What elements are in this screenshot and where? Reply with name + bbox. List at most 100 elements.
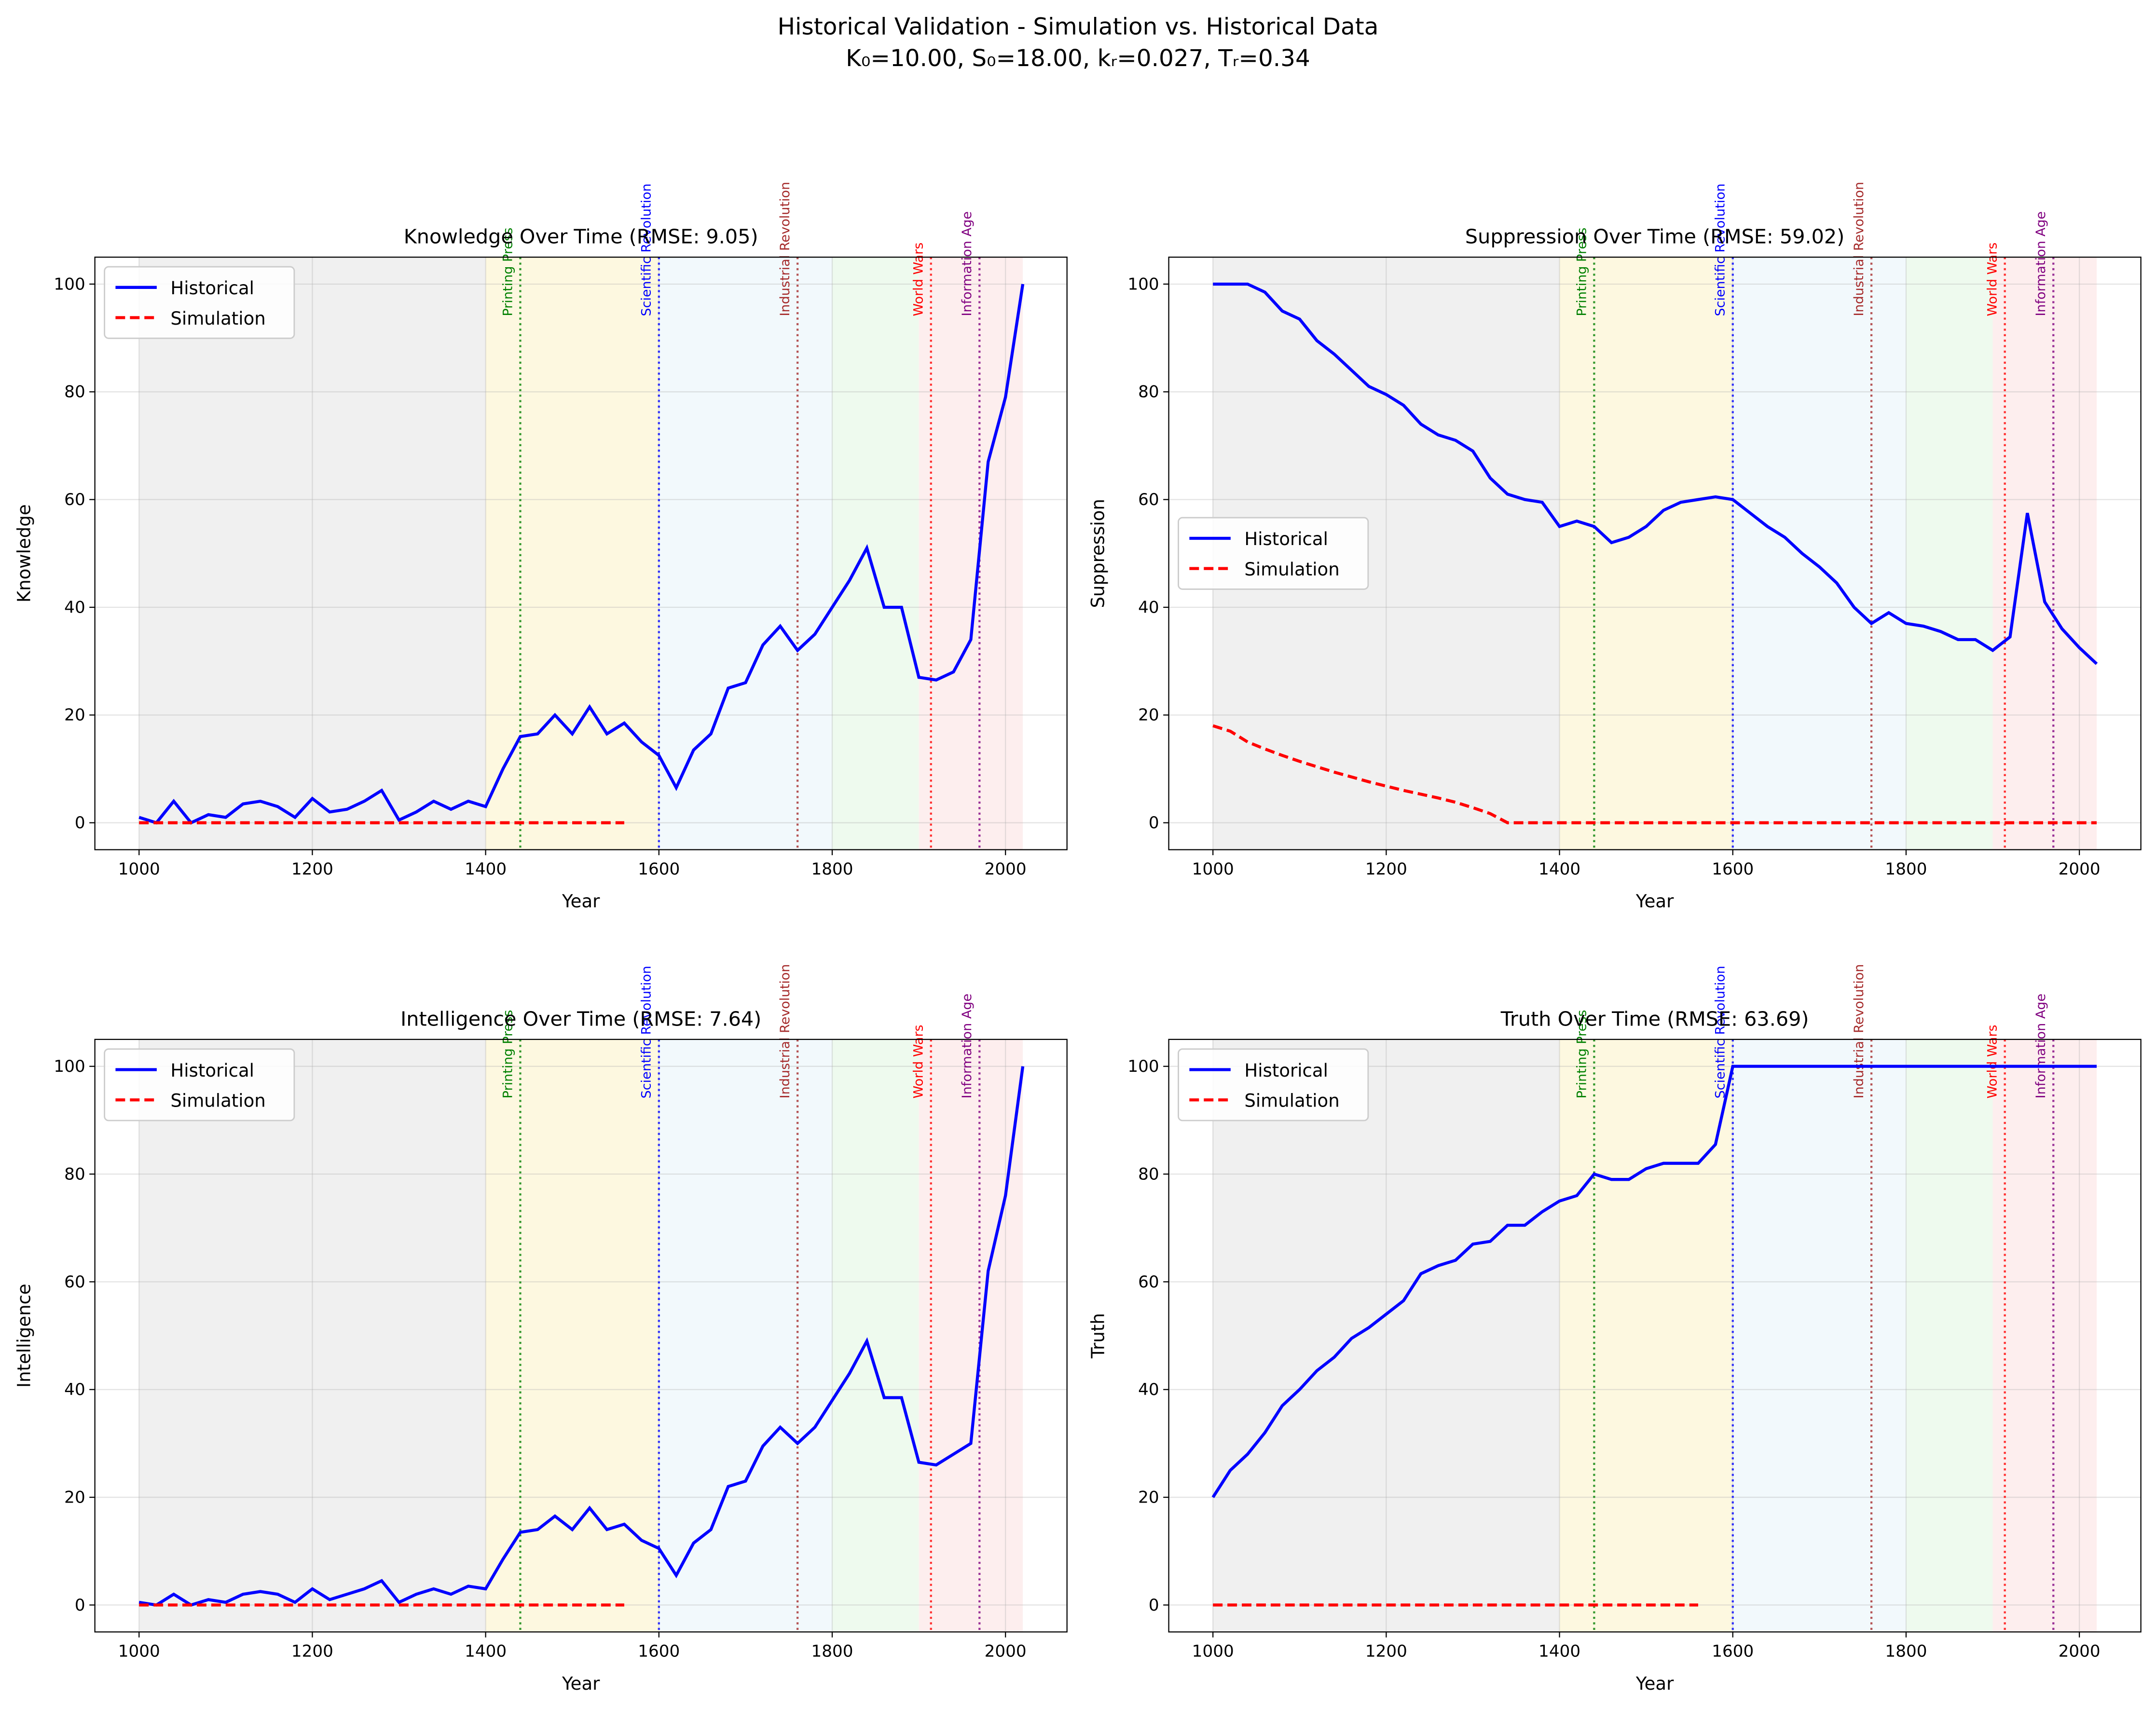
- era-band: [485, 1039, 659, 1632]
- x-tick-label: 1600: [638, 1642, 680, 1661]
- y-axis-label: Truth: [1088, 1313, 1109, 1359]
- era-band: [1213, 1039, 1560, 1632]
- era-band: [919, 257, 1023, 850]
- y-tick-label: 20: [64, 1488, 85, 1507]
- era-band: [1992, 1039, 2097, 1632]
- legend-label: Simulation: [1244, 559, 1339, 580]
- event-label: Industrial Revolution: [778, 182, 793, 316]
- x-tick-label: 1200: [291, 1642, 333, 1661]
- era-band: [485, 257, 659, 850]
- x-tick-label: 1800: [1885, 860, 1927, 879]
- event-label: World Wars: [911, 243, 926, 316]
- chart-title: Truth Over Time (RMSE: 63.69): [1500, 1007, 1809, 1030]
- y-tick-label: 60: [1138, 490, 1159, 509]
- x-tick-label: 1400: [465, 860, 507, 879]
- event-label: Scientific Revolution: [639, 966, 654, 1098]
- legend-label: Historical: [170, 1060, 254, 1081]
- x-tick-label: 1600: [1712, 860, 1754, 879]
- era-band: [1559, 1039, 1733, 1632]
- event-label: Information Age: [960, 211, 975, 316]
- y-tick-label: 80: [1138, 383, 1159, 402]
- y-tick-label: 0: [75, 813, 85, 833]
- y-tick-label: 60: [64, 1272, 85, 1292]
- x-tick-label: 1400: [1538, 1642, 1580, 1661]
- series-line: [1213, 282, 2098, 665]
- era-band: [659, 257, 833, 850]
- y-tick-label: 20: [1138, 1488, 1159, 1507]
- event-label: Industrial Revolution: [1852, 964, 1867, 1099]
- era-band: [1559, 257, 1733, 850]
- event-label: Printing Press: [500, 1010, 515, 1098]
- x-tick-label: 1800: [811, 1642, 853, 1661]
- x-tick-label: 1800: [1885, 1642, 1927, 1661]
- series-line: [138, 284, 1025, 825]
- y-tick-label: 100: [1127, 1057, 1159, 1076]
- x-axis-label: Year: [562, 1673, 600, 1694]
- era-band: [832, 1039, 919, 1632]
- era-band: [919, 1039, 1023, 1632]
- y-tick-label: 100: [1127, 274, 1159, 294]
- series-line: [1212, 724, 2097, 824]
- chart-title: Knowledge Over Time (RMSE: 9.05): [404, 225, 758, 248]
- event-label: World Wars: [911, 1025, 926, 1098]
- x-tick-label: 1200: [1365, 860, 1407, 879]
- y-tick-label: 0: [1149, 813, 1159, 833]
- era-band: [659, 1039, 833, 1632]
- x-axis-label: Year: [1635, 891, 1674, 912]
- figure-subtitle: K₀=10.00, S₀=18.00, kᵣ=0.027, Tᵣ=0.34: [846, 45, 1310, 72]
- x-tick-label: 1200: [1365, 1642, 1407, 1661]
- legend-label: Simulation: [170, 308, 265, 329]
- legend-box: [104, 1048, 295, 1121]
- chart-title: Intelligence Over Time (RMSE: 7.64): [400, 1007, 761, 1030]
- figure-title: Historical Validation - Simulation vs. H…: [778, 13, 1379, 40]
- axes-frame: [1168, 256, 2142, 850]
- series-line: [1211, 1065, 2097, 1498]
- legend-label: Historical: [170, 278, 254, 299]
- y-tick-label: 20: [1138, 706, 1159, 725]
- event-label: Information Age: [2033, 211, 2048, 316]
- x-tick-label: 1200: [291, 860, 333, 879]
- y-tick-label: 80: [1138, 1164, 1159, 1184]
- y-tick-label: 80: [64, 1164, 85, 1184]
- legend-label: Simulation: [1244, 1090, 1339, 1111]
- event-label: Industrial Revolution: [1852, 182, 1867, 316]
- legend-label: Historical: [1244, 1060, 1328, 1081]
- event-label: World Wars: [1985, 243, 2000, 316]
- x-tick-label: 1600: [638, 860, 680, 879]
- legend-label: Simulation: [170, 1090, 265, 1111]
- x-tick-label: 1600: [1712, 1642, 1754, 1661]
- event-label: Printing Press: [1574, 1010, 1589, 1098]
- event-label: Industrial Revolution: [778, 964, 793, 1099]
- era-band: [1906, 257, 1993, 850]
- era-band: [1732, 257, 1906, 850]
- y-axis-label: Intelligence: [14, 1284, 35, 1388]
- event-label: Scientific Revolution: [1713, 966, 1728, 1098]
- event-label: World Wars: [1985, 1025, 2000, 1098]
- x-tick-label: 1000: [1192, 1642, 1234, 1661]
- legend-box: [1178, 517, 1369, 590]
- x-tick-label: 1000: [118, 860, 160, 879]
- y-tick-label: 40: [64, 598, 85, 617]
- x-tick-label: 1000: [118, 1642, 160, 1661]
- x-tick-label: 2000: [985, 860, 1027, 879]
- y-tick-label: 40: [1138, 598, 1159, 617]
- y-tick-label: 40: [1138, 1380, 1159, 1399]
- y-tick-label: 100: [54, 274, 85, 294]
- event-label: Scientific Revolution: [639, 183, 654, 316]
- y-tick-label: 0: [75, 1596, 85, 1615]
- chart-title: Suppression Over Time (RMSE: 59.02): [1465, 225, 1844, 248]
- legend-box: [104, 266, 295, 339]
- era-band: [1992, 257, 2097, 850]
- legend-label: Historical: [1244, 529, 1328, 549]
- event-label: Printing Press: [500, 228, 515, 316]
- x-axis-label: Year: [1635, 1673, 1674, 1694]
- era-band: [832, 257, 919, 850]
- y-tick-label: 60: [64, 490, 85, 509]
- y-axis-label: Suppression: [1088, 499, 1109, 608]
- x-tick-label: 1400: [1538, 860, 1580, 879]
- axes-frame: [94, 1039, 1068, 1633]
- series-line: [138, 1066, 1025, 1607]
- legend-box: [1178, 1048, 1369, 1121]
